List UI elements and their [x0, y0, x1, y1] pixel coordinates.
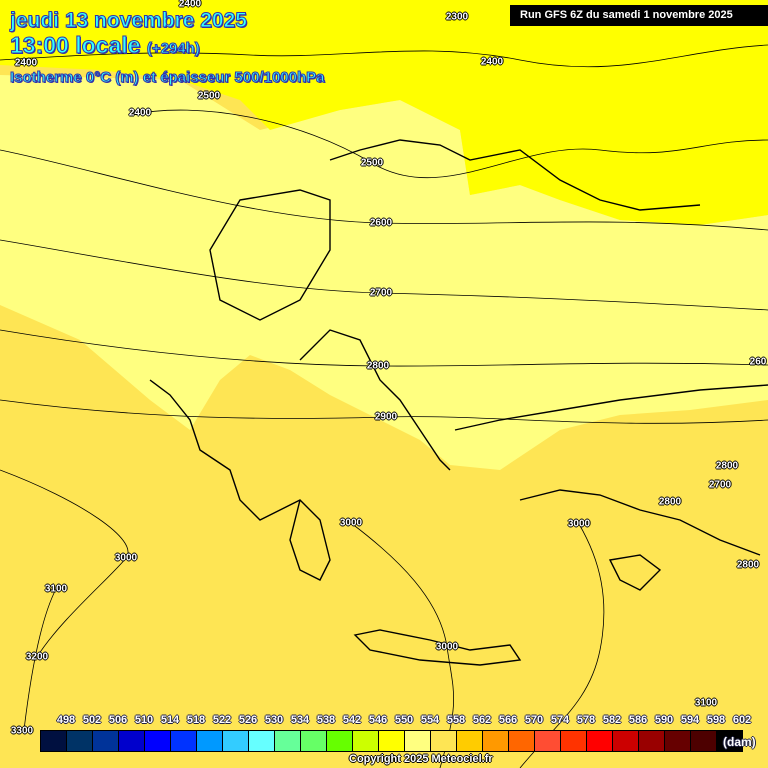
contours [0, 44, 768, 768]
colorbar-tick-label: 570 [524, 714, 544, 726]
colorbar-swatch [379, 731, 405, 751]
contour-label: 3000 [339, 517, 363, 529]
forecast-time: 13:00 locale (+294h) [9, 32, 200, 61]
colorbar-tick-label: 530 [264, 714, 284, 726]
contour-label: 2500 [197, 90, 221, 102]
colorbar-swatch [431, 731, 457, 751]
local-time: 13:00 locale [9, 32, 141, 58]
contour-label: 2600 [369, 217, 393, 229]
colorbar-swatch [327, 731, 353, 751]
colorbar-swatch [639, 731, 665, 751]
colorbar-swatch [197, 731, 223, 751]
colorbar-swatch [691, 731, 717, 751]
contour-label: 3000 [114, 552, 138, 564]
colorbar-tick-label: 546 [368, 714, 388, 726]
colorbar-tick-label: 586 [628, 714, 648, 726]
colorbar-tick-label: 502 [82, 714, 102, 726]
contour-label: 260 [749, 356, 767, 368]
colorbar-tick-label: 510 [134, 714, 154, 726]
colorbar-swatch [223, 731, 249, 751]
contour-label: 2800 [715, 460, 739, 472]
fill-554 [0, 75, 768, 470]
forecast-date: jeudi 13 novembre 2025 [10, 9, 248, 32]
contour-label: 2700 [369, 287, 393, 299]
contour-label: 2400 [178, 0, 202, 10]
colorbar-swatch [483, 731, 509, 751]
contour-label: 2400 [480, 56, 504, 68]
contour-label: 2700 [708, 479, 732, 491]
contour-label: 2400 [128, 107, 152, 119]
colorbar-swatch [249, 731, 275, 751]
colorbar-tick-label: 542 [342, 714, 362, 726]
colorbar-tick-label: 554 [420, 714, 440, 726]
contour-label: 3000 [567, 518, 591, 530]
colorbar-tick-label: 522 [212, 714, 232, 726]
colorbar-tick-label: 526 [238, 714, 258, 726]
copyright: Copyright 2025 Meteociel.fr [349, 753, 493, 765]
contour-label: 2300 [445, 11, 469, 23]
colorbar-tick-label: 602 [732, 714, 752, 726]
colorbar-swatch [67, 731, 93, 751]
run-info: Run GFS 6Z du samedi 1 novembre 2025 [510, 5, 768, 26]
colorbar-swatch [171, 731, 197, 751]
colorbar-swatch [119, 731, 145, 751]
colorbar-swatch [535, 731, 561, 751]
contour-label: 2800 [736, 559, 760, 571]
colorbar-tick-label: 518 [186, 714, 206, 726]
coastlines-borders [149, 139, 768, 666]
colorbar-tick-label: 578 [576, 714, 596, 726]
contour-label: 2800 [366, 360, 390, 372]
colorbar-tick-label: 514 [160, 714, 180, 726]
contour-label: 3300 [10, 725, 34, 737]
colorbar-swatch [93, 731, 119, 751]
colorbar-swatch [301, 731, 327, 751]
colorbar-tick-label: 566 [498, 714, 518, 726]
colorbar-swatch [353, 731, 379, 751]
colorbar-swatch [509, 731, 535, 751]
contour-label: 2400 [14, 57, 38, 69]
colorbar-tick-label: 562 [472, 714, 492, 726]
colorbar-swatch [561, 731, 587, 751]
fill-550 [0, 0, 768, 225]
colorbar-tick-label: 538 [316, 714, 336, 726]
colorbar [40, 730, 743, 752]
colorbar-tick-label: 534 [290, 714, 310, 726]
colorbar-tick-label: 598 [706, 714, 726, 726]
contour-label: 3100 [694, 697, 718, 709]
colorbar-swatch [587, 731, 613, 751]
colorbar-tick-label: 594 [680, 714, 700, 726]
colorbar-tick-label: 558 [446, 714, 466, 726]
colorbar-tick-label: 550 [394, 714, 414, 726]
contour-label: 2800 [658, 496, 682, 508]
colorbar-swatch [145, 731, 171, 751]
contour-label: 3100 [44, 583, 68, 595]
field-title: Isotherme 0°C (m) et épaisseur 500/1000h… [9, 69, 325, 86]
colorbar-tick-label: 590 [654, 714, 674, 726]
colorbar-tick-label: 574 [550, 714, 570, 726]
contour-label: 2500 [360, 157, 384, 169]
colorbar-swatch [717, 731, 742, 751]
colorbar-swatch [41, 731, 67, 751]
colorbar-swatch [275, 731, 301, 751]
colorbar-swatch [457, 731, 483, 751]
colorbar-swatch [665, 731, 691, 751]
colorbar-tick-label: 506 [108, 714, 128, 726]
legend-unit: (dam) [723, 735, 756, 749]
contour-label: 2900 [374, 411, 398, 423]
lead-time: (+294h) [146, 40, 200, 58]
colorbar-tick-label: 498 [56, 714, 76, 726]
contour-label: 3200 [25, 651, 49, 663]
colorbar-swatch [405, 731, 431, 751]
contour-label: 3000 [435, 641, 459, 653]
colorbar-swatch [613, 731, 639, 751]
colorbar-tick-label: 582 [602, 714, 622, 726]
